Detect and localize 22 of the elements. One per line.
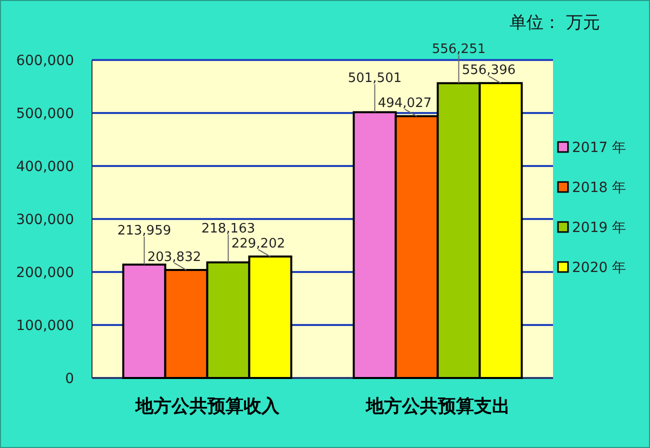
data-label: 501,501 <box>348 71 402 86</box>
data-label: 494,027 <box>378 96 432 112</box>
y-tick-label: 600,000 <box>16 53 74 69</box>
data-label: 213,959 <box>117 224 172 239</box>
data-label: 203,832 <box>147 250 202 265</box>
y-tick-label: 400,000 <box>16 159 74 175</box>
y-tick-label: 200,000 <box>16 265 74 281</box>
data-label: 218,163 <box>201 221 256 236</box>
legend-label: 2019 年 <box>572 220 626 236</box>
y-tick-label: 100,000 <box>16 318 74 334</box>
y-tick-label: 0 <box>65 371 74 387</box>
legend-label: 2018 年 <box>572 180 626 196</box>
x-tick-label: 地方公共预算收入 <box>134 396 280 417</box>
data-label: 556,251 <box>432 42 486 58</box>
data-label: 229,202 <box>231 236 286 252</box>
text: 单位： 万元 <box>510 13 600 33</box>
legend-label: 2020 年 <box>572 260 626 276</box>
y-tick-label: 500,000 <box>16 106 74 122</box>
data-label: 556,396 <box>462 63 516 78</box>
x-tick-label: 地方公共预算支出 <box>364 396 510 417</box>
legend-label: 2017 年 <box>572 140 626 156</box>
y-tick-label: 300,000 <box>16 212 74 228</box>
